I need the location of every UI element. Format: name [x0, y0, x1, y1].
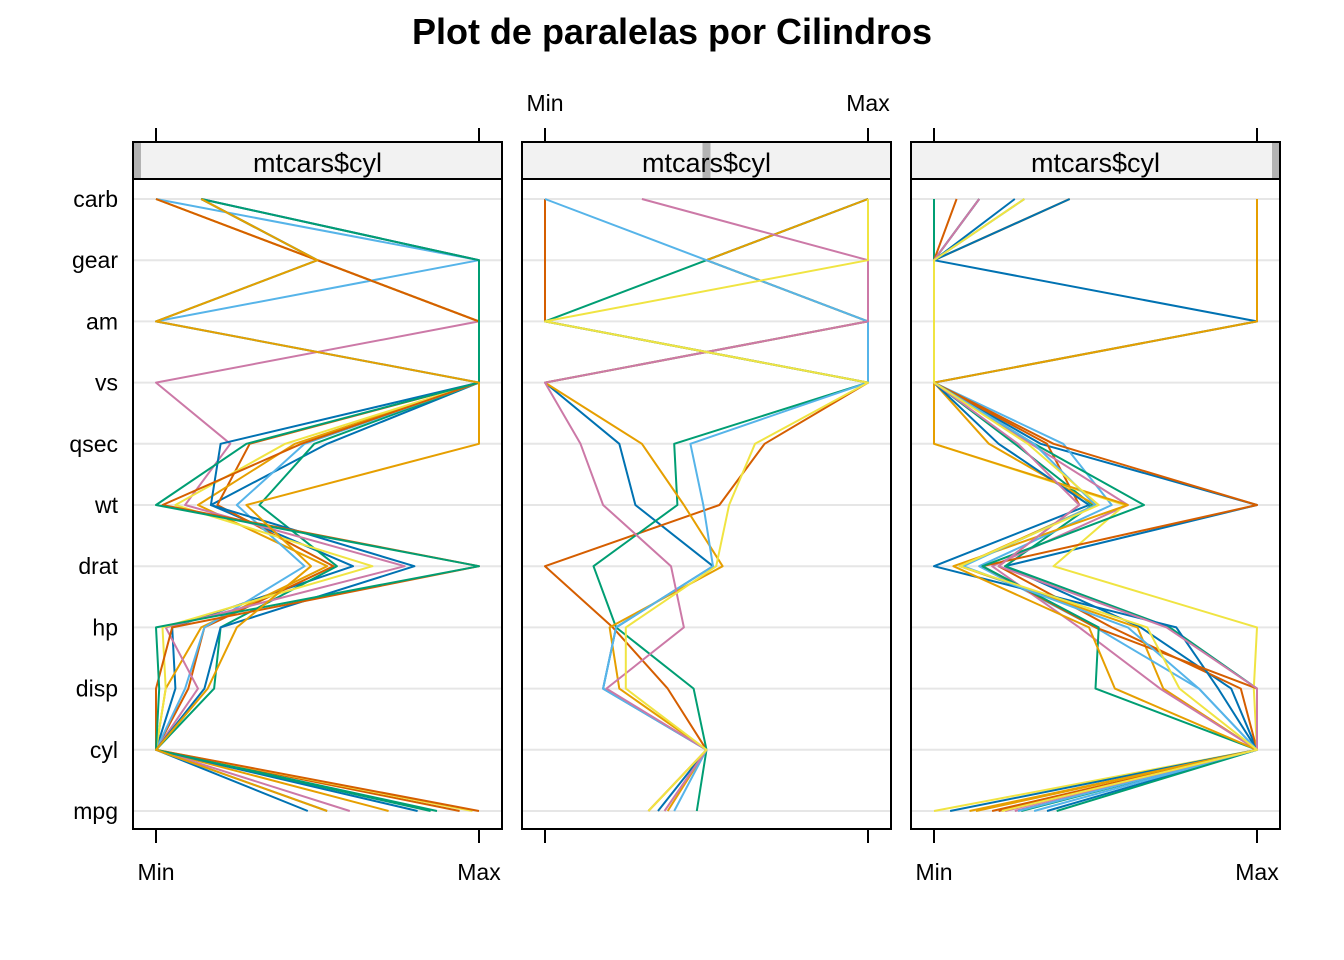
strip-label: mtcars$cyl [642, 148, 771, 178]
panel-border [132, 141, 503, 830]
tick-label-max: Max [457, 859, 501, 885]
strip-label: mtcars$cyl [1031, 148, 1160, 178]
variable-label-vs: vs [95, 370, 118, 396]
series-line [544, 198, 869, 812]
series-line [544, 198, 869, 812]
variable-label-am: am [86, 308, 118, 334]
tick-label-max: Max [846, 90, 890, 116]
tick-label-min: Min [915, 859, 952, 885]
variable-label-wt: wt [94, 492, 119, 518]
series-line [155, 198, 480, 812]
strip-background [911, 142, 1280, 179]
series-line [155, 198, 480, 812]
chart-title: Plot de paralelas por Cilindros [412, 11, 932, 52]
panel-3: mtcars$cyl Min Max [910, 128, 1281, 885]
series-line [933, 199, 1258, 812]
strip-background [133, 142, 502, 179]
tick-label-min: Min [526, 90, 563, 116]
series-line [544, 199, 869, 812]
series-line [544, 199, 869, 812]
series-line [933, 198, 1258, 812]
y-axis-variable-labels: mpg cyl disp hp drat wt qsec vs am gear carb [69, 186, 118, 824]
strip-label: mtcars$cyl [253, 148, 382, 178]
series-line [155, 198, 480, 812]
variable-label-hp: hp [92, 614, 118, 640]
variable-label-mpg: mpg [73, 798, 118, 824]
variable-label-disp: disp [76, 676, 118, 702]
variable-label-gear: gear [72, 247, 118, 273]
panel-border [521, 141, 892, 830]
variable-label-cyl: cyl [90, 737, 118, 763]
strip-level-indicator [1272, 142, 1280, 179]
strip-level-indicator [133, 142, 141, 179]
panel-2: mtcars$cyl Min Max [521, 90, 892, 843]
variable-label-carb: carb [73, 186, 118, 212]
tick-label-max: Max [1235, 859, 1279, 885]
strip-level-indicator [702, 142, 711, 179]
panel-border [910, 141, 1281, 830]
panel-1: mtcars$cyl Min Max [132, 128, 503, 885]
series-line [544, 198, 869, 812]
variable-label-drat: drat [78, 553, 118, 579]
tick-label-min: Min [137, 859, 174, 885]
series-line [933, 198, 1258, 812]
variable-label-qsec: qsec [69, 431, 118, 457]
series-line [155, 198, 480, 812]
